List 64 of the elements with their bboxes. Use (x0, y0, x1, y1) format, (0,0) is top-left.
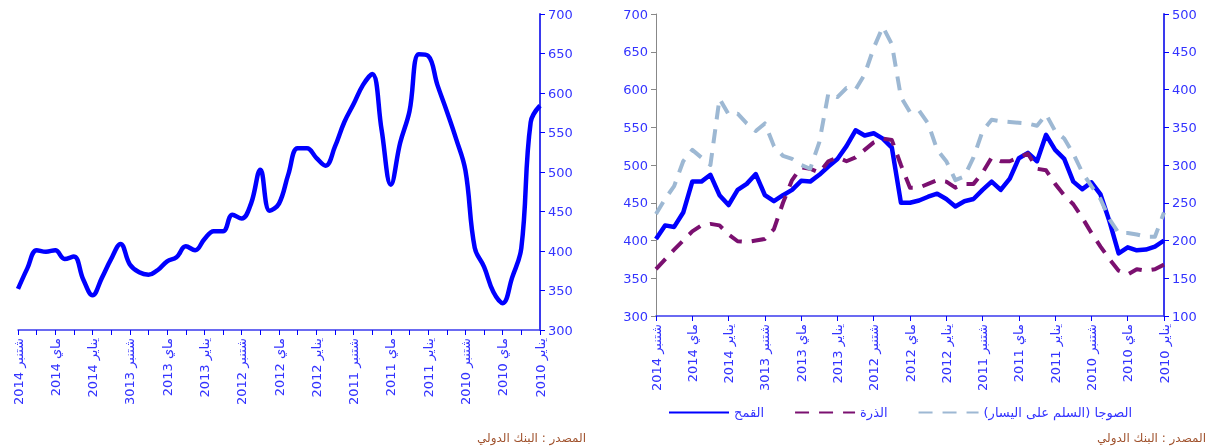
x-tick-label: ماي 2011 (383, 338, 399, 397)
y-tick-label: 550 (623, 119, 648, 135)
y-tick-label: 300 (548, 322, 573, 338)
x-tick-label: ماي 2014 (684, 324, 700, 383)
legend-label: الصوجا (السلم على اليسار) (983, 405, 1132, 421)
x-tick-label: شتنبر 2011 (346, 338, 363, 406)
x-tick-label: يناير 2010 (532, 337, 549, 398)
y-tick-label: 500 (548, 164, 573, 180)
y2-tick-label: 400 (1172, 82, 1197, 97)
y2-tick-label: 350 (1172, 119, 1197, 135)
y2-tick-label: 100 (1172, 308, 1197, 324)
y2-tick-label: 500 (1172, 6, 1197, 22)
x-tick-label: يناير 2012 (308, 337, 325, 398)
x-tick-label: ماي 2012 (271, 338, 287, 397)
y-tick-label: 400 (623, 233, 648, 248)
y-tick-label: 550 (548, 125, 573, 140)
y-tick-label: 450 (623, 195, 648, 211)
x-tick-label: شتنبر 2010 (1083, 324, 1100, 392)
x-tick-label: ماي 2014 (47, 338, 63, 397)
x-tick-label: ماي 2010 (1120, 324, 1136, 383)
x-tick-label: يناير 2012 (938, 323, 955, 384)
x-tick-label: شتنبر 3013 (757, 324, 774, 392)
y-tick-label: 600 (548, 85, 573, 101)
x-tick-label: يناير 2010 (1156, 323, 1173, 384)
x-tick-label: شتنبر 2014 (648, 324, 665, 392)
x-tick-label: شتنبر 2012 (866, 324, 883, 392)
y-tick-label: 700 (623, 6, 648, 22)
y-tick-label: 350 (548, 283, 573, 298)
x-tick-label: ماي 2012 (902, 324, 918, 383)
x-tick-label: شتنبر 3013 (122, 338, 139, 406)
legend-label: القمح (734, 405, 765, 421)
y2-tick-label: 250 (1172, 195, 1197, 211)
x-tick-label: شتنبر 2012 (234, 338, 251, 406)
y-tick-label: 650 (548, 46, 573, 61)
y-tick-label: 700 (548, 6, 573, 22)
y-tick-label: 350 (623, 270, 648, 286)
y-tick-label: 600 (623, 82, 648, 97)
line-series (15, 52, 543, 306)
x-tick-label: يناير 2014 (721, 323, 738, 384)
y-tick-label: 300 (623, 308, 648, 324)
y2-tick-label: 450 (1172, 44, 1197, 60)
x-tick-label: ماي 2013 (793, 324, 809, 383)
y2-tick-label: 300 (1172, 157, 1197, 173)
y-tick-label: 500 (623, 157, 648, 173)
x-tick-label: يناير 2013 (829, 323, 846, 384)
x-tick-label: ماي 2011 (1011, 324, 1027, 383)
x-tick-label: ماي 2010 (495, 338, 511, 397)
x-tick-label: يناير 2011 (1047, 323, 1064, 384)
y2-tick-label: 200 (1172, 233, 1197, 248)
text: المصدر : البنك الدولي (1097, 431, 1207, 446)
x-tick-label: يناير 2014 (85, 337, 102, 398)
y-tick-label: 650 (623, 44, 648, 60)
x-tick-label: شتنبر 2010 (457, 338, 474, 406)
text: المصدر : البنك الدولي (477, 431, 587, 446)
legend-label: الذرة (860, 405, 888, 421)
x-tick-label: شتنبر 2014 (10, 338, 27, 406)
line-series (654, 136, 1166, 277)
x-tick-label: ماي 2013 (159, 338, 175, 397)
x-tick-label: يناير 2013 (196, 337, 213, 398)
y-tick-label: 450 (548, 204, 573, 219)
y2-tick-label: 150 (1172, 270, 1197, 286)
x-tick-label: يناير 2011 (420, 337, 437, 398)
y-tick-label: 400 (548, 243, 573, 259)
x-tick-label: شتنبر 2011 (975, 324, 992, 392)
